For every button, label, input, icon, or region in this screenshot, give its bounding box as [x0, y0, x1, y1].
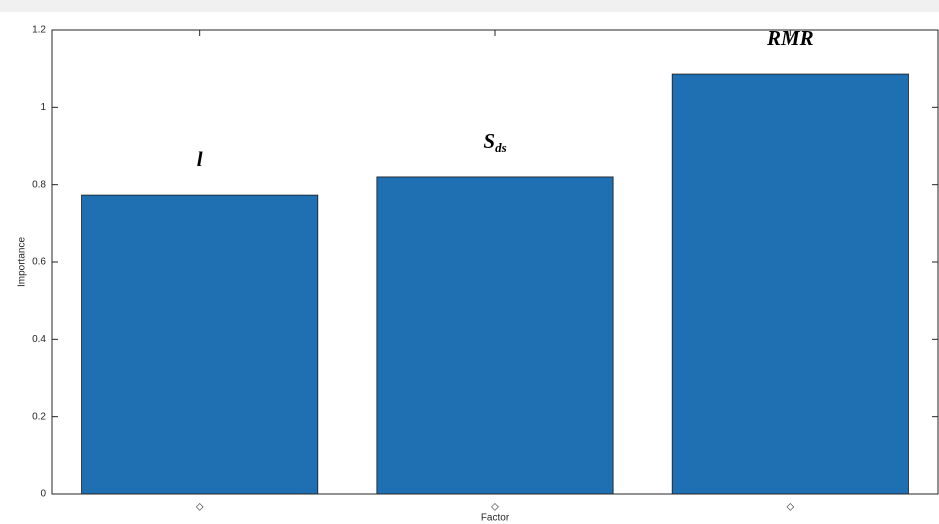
- bar-annotation: l: [197, 147, 203, 171]
- annotation-text: RMR: [766, 26, 814, 50]
- y-axis-label: Importance: [17, 237, 28, 287]
- y-tick-label: 0.4: [32, 334, 46, 345]
- x-tick-label: ◇: [491, 502, 499, 513]
- annotation-text: l: [197, 147, 203, 171]
- axes-box: [51, 29, 939, 495]
- bar: [376, 176, 614, 495]
- bar-annotation: RMR: [766, 26, 814, 50]
- y-tick-label: 0.6: [32, 257, 46, 268]
- bar: [81, 194, 319, 495]
- y-tick-label: 1.2: [32, 25, 46, 36]
- y-tick-label: 1: [40, 102, 46, 113]
- annotation-subscript: ds: [495, 140, 507, 155]
- annotation-text: S: [483, 129, 495, 153]
- y-tick-label: 0.8: [32, 179, 46, 190]
- y-tick-label: 0: [40, 489, 46, 500]
- y-tick-label: 0.2: [32, 411, 46, 422]
- bar-annotation: Sds: [483, 129, 506, 155]
- x-axis-label: Factor: [481, 513, 510, 524]
- x-tick-label: ◇: [196, 502, 204, 513]
- x-tick-label: ◇: [786, 502, 794, 513]
- bar: [671, 73, 909, 495]
